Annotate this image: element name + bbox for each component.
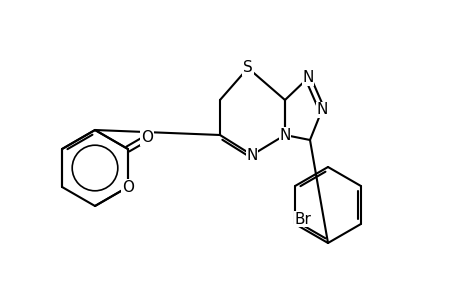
Text: Br: Br [294, 212, 311, 226]
Text: N: N [316, 103, 327, 118]
Text: O: O [122, 179, 134, 194]
Text: N: N [302, 70, 313, 86]
Text: S: S [243, 61, 252, 76]
Text: N: N [279, 128, 290, 142]
Text: N: N [246, 148, 257, 163]
Text: O: O [140, 130, 153, 146]
